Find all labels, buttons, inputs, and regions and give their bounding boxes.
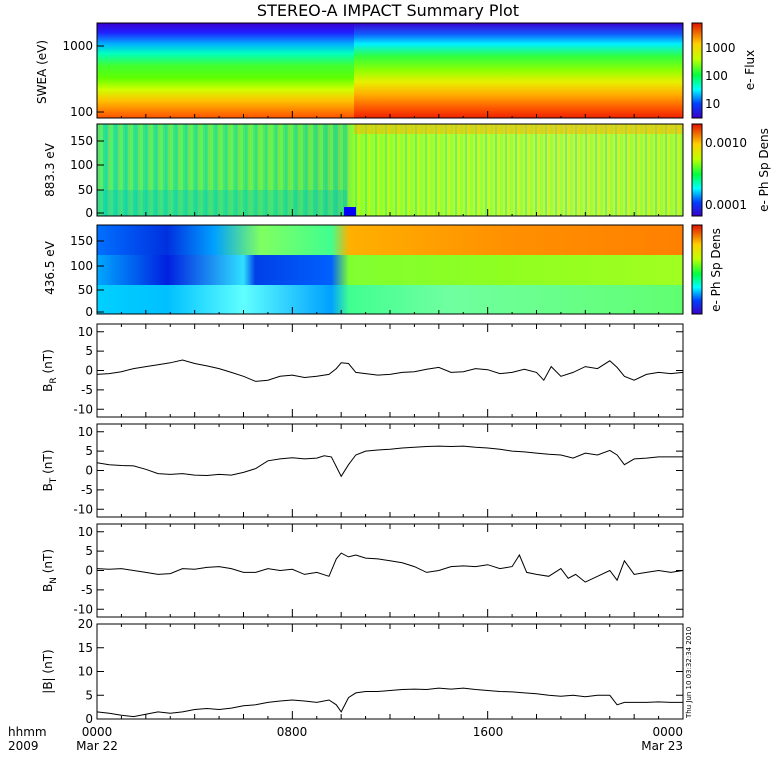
swea-spectrogram-panel: 1000 100 SWEA (eV) 1000 100 10 e- Flux	[35, 22, 757, 119]
p883-ytick-150: 150	[70, 134, 93, 148]
br-frame	[96, 323, 684, 418]
p883-ylabel: 883.3 eV	[43, 142, 57, 197]
br-ytick-label: 10	[78, 325, 93, 339]
bmag-ytick-label: 10	[78, 665, 93, 679]
x-axis: hhmm 2009 0000 0800 1600 0000 Mar 22 Mar…	[8, 725, 683, 753]
x-tick-label-0000: 0000	[82, 725, 113, 739]
br-ytick-label: 0	[85, 364, 93, 378]
bt-trace	[96, 445, 683, 478]
x-date-end: Mar 23	[641, 739, 683, 753]
bt-ytick-label: -10	[73, 502, 93, 516]
p883-cbar-tick-low: 0.0001	[705, 198, 747, 212]
bmag-panel: 20 15 10 5 0 |B| (nT)	[41, 617, 684, 726]
bmag-ylabel: |B| (nT)	[41, 649, 55, 693]
bn-ytick-label: 5	[85, 544, 93, 558]
x-tick-label-1600: 1600	[473, 725, 504, 739]
bt-ytick-label: -5	[81, 483, 93, 497]
swea-ytick-100: 100	[70, 105, 93, 119]
bt-ytick-label: 5	[85, 444, 93, 458]
pitch-436-panel: 150 100 50 0 436.5 eV e- Ph Sp Dens	[43, 224, 723, 319]
flux-cbar-tick-10: 10	[705, 97, 720, 111]
p436-cbar-label: e- Ph Sp Dens	[709, 228, 723, 312]
br-ylabel: BR (nT)	[41, 349, 59, 392]
bmag-ytick-label: 20	[78, 617, 93, 631]
bn-ylabel: BN (nT)	[41, 549, 59, 592]
br-trace	[96, 359, 684, 382]
br-ytick-label: 5	[85, 344, 93, 358]
bmag-trace	[96, 687, 683, 718]
bt-ylabel: BT (nT)	[41, 450, 59, 492]
bn-ytick-label: -5	[81, 583, 93, 597]
timestamp-label: Thu Jun 10 03:32:34 2010	[685, 627, 693, 719]
p436-ytick-50: 50	[78, 283, 93, 297]
bn-panel: 10 5 0 -5 -10 BN (nT)	[41, 523, 684, 618]
bn-ytick-label: 0	[85, 564, 93, 578]
flux-cbar-label: e- Flux	[743, 50, 757, 90]
swea-ylabel: SWEA (eV)	[35, 40, 49, 104]
bn-ytick-label: -10	[73, 602, 93, 616]
x-tick-label-0000-end: 0000	[652, 725, 683, 739]
swea-ytick-1000: 1000	[62, 39, 93, 53]
bmag-frame	[96, 623, 684, 720]
bn-ytick-label: 10	[78, 525, 93, 539]
p883-cbar-label: e- Ph Sp Dens	[757, 128, 771, 212]
x-corner-year: 2009	[8, 739, 39, 753]
bn-frame	[96, 523, 684, 618]
flux-cbar-tick-100: 100	[705, 69, 728, 83]
p436-ytick-100: 100	[70, 259, 93, 273]
bmag-ytick-label: 0	[85, 712, 93, 726]
x-corner-hhmm: hhmm	[8, 725, 47, 739]
br-ytick-label: -5	[81, 383, 93, 397]
bt-ytick-label: 10	[78, 425, 93, 439]
p436-ylabel: 436.5 eV	[43, 240, 57, 295]
bn-trace	[96, 552, 684, 583]
p883-ytick-100: 100	[70, 158, 93, 172]
p883-cbar-tick-high: 0.0010	[705, 136, 747, 150]
p883-ytick-0: 0	[85, 206, 93, 220]
bt-panel: 10 5 0 -5 -10 BT (nT)	[41, 423, 684, 518]
bmag-ytick-label: 15	[78, 641, 93, 655]
bmag-ytick-label: 5	[85, 688, 93, 702]
plot-title: STEREO-A IMPACT Summary Plot	[257, 1, 519, 20]
bt-frame	[96, 423, 684, 518]
bt-ytick-label: 0	[85, 464, 93, 478]
p883-ytick-50: 50	[78, 183, 93, 197]
x-tick-label-0800: 0800	[277, 725, 308, 739]
p436-ytick-150: 150	[70, 234, 93, 248]
flux-cbar-tick-1000: 1000	[705, 41, 736, 55]
x-date-start: Mar 22	[76, 739, 118, 753]
pitch-883-panel: 150 100 50 0 883.3 eV 0.0010 0.0001 e- P…	[43, 123, 771, 220]
br-ytick-label: -10	[73, 402, 93, 416]
br-panel: 10 5 0 -5 -10 BR (nT)	[41, 323, 684, 418]
p436-ytick-0: 0	[85, 305, 93, 319]
